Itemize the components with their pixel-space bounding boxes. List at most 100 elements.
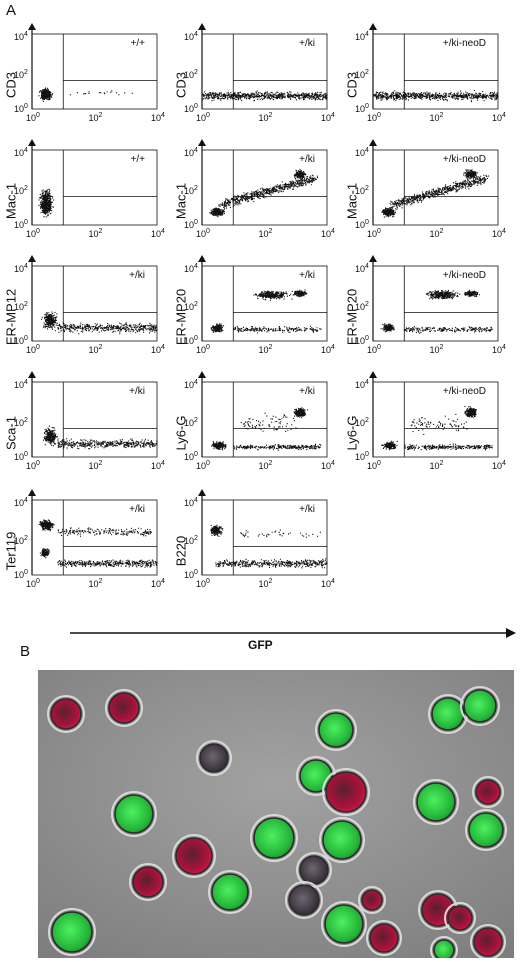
cell-halo xyxy=(444,902,476,934)
facs-plot xyxy=(369,23,499,110)
cell-halo xyxy=(47,695,85,733)
y-tick-label: 104 xyxy=(355,379,369,390)
y-tick-label: 102 xyxy=(184,184,198,196)
facs-plot xyxy=(28,371,158,458)
gfp-positive-cell xyxy=(253,817,295,859)
x-tick-label: 104 xyxy=(151,578,165,589)
cell-halo xyxy=(208,870,252,914)
x-tick-label: 102 xyxy=(88,228,103,239)
dot-cloud xyxy=(38,519,158,568)
micrograph-image xyxy=(38,670,514,958)
plot-frame xyxy=(201,265,328,342)
gfp-positive-cell xyxy=(433,939,455,958)
y-tick-label: 100 xyxy=(355,335,369,346)
x-tick-label: 100 xyxy=(367,344,381,355)
cell-halo xyxy=(172,834,216,878)
dot-cloud xyxy=(211,407,322,451)
x-tick-label: 104 xyxy=(321,344,335,355)
y-tick-label: 102 xyxy=(14,534,28,546)
y-axis-arrowhead xyxy=(198,23,206,30)
genotype-label: +/+ xyxy=(130,154,145,165)
x-tick-label: 102 xyxy=(88,460,103,471)
cell-halo xyxy=(48,908,96,956)
x-tick-label: 100 xyxy=(367,460,381,471)
y-tick-label: 102 xyxy=(184,416,198,428)
cell-halo xyxy=(196,740,232,776)
plot-frame xyxy=(201,33,328,110)
y-tick-label: 102 xyxy=(14,184,28,196)
cell-halo xyxy=(129,863,167,901)
y-tick-label: 104 xyxy=(14,263,28,274)
x-tick-label: 100 xyxy=(26,228,40,239)
y-axis-arrowhead xyxy=(369,371,377,378)
y-tick-label: 102 xyxy=(184,534,198,546)
red-stained-cell xyxy=(361,889,383,911)
x-tick-label: 104 xyxy=(321,112,335,123)
facs-panel-b220-ki: B220 +/ki 104 102 100 100 102 104 xyxy=(172,488,337,604)
cell-halo xyxy=(321,901,367,947)
cell-halo xyxy=(413,779,459,825)
y-tick-label: 102 xyxy=(355,68,369,80)
y-tick-label: 100 xyxy=(14,451,28,462)
x-tick-label: 100 xyxy=(26,112,40,123)
facs-panel-mac1-kineo: Mac-1 +/ki-neoD 104 102 100 100 102 104 xyxy=(343,138,508,254)
event-dots xyxy=(38,87,133,102)
dot-cloud xyxy=(202,90,328,102)
facs-plot xyxy=(28,255,158,342)
y-tick-label: 104 xyxy=(184,31,198,42)
y-tick-label: 100 xyxy=(184,335,198,346)
x-tick-label: 102 xyxy=(429,460,444,471)
cell-halo xyxy=(111,791,157,837)
y-axis-arrowhead xyxy=(28,139,36,146)
genotype-label: +/ki-neoD xyxy=(442,38,486,49)
y-tick-label: 104 xyxy=(355,263,369,274)
dot-cloud xyxy=(41,311,158,335)
red-stained-cell xyxy=(325,771,367,813)
genotype-label: +/ki xyxy=(129,504,145,515)
x-tick-label: 104 xyxy=(151,112,165,123)
x-tick-label: 100 xyxy=(26,344,40,355)
plot-frame xyxy=(201,381,328,458)
dot-cloud xyxy=(373,89,499,103)
x-tick-label: 100 xyxy=(196,112,210,123)
cells-layer xyxy=(47,686,507,958)
x-tick-label: 104 xyxy=(151,228,165,239)
y-tick-label: 100 xyxy=(184,103,198,114)
y-tick-label: 104 xyxy=(184,147,198,158)
gfp-positive-cell xyxy=(51,911,93,953)
cell-halo xyxy=(250,814,298,862)
gfp-positive-cell xyxy=(318,712,354,748)
genotype-label: +/ki xyxy=(129,270,145,281)
y-tick-label: 102 xyxy=(355,300,369,312)
plot-frame xyxy=(372,33,499,110)
red-stained-cell xyxy=(50,698,82,730)
red-stained-cell xyxy=(475,779,501,805)
y-tick-label: 104 xyxy=(355,147,369,158)
y-tick-label: 100 xyxy=(14,569,28,580)
x-tick-label: 102 xyxy=(88,344,103,355)
x-tick-label: 102 xyxy=(429,112,444,123)
y-tick-label: 100 xyxy=(184,569,198,580)
y-axis-arrowhead xyxy=(369,23,377,30)
x-tick-label: 104 xyxy=(492,112,506,123)
x-tick-label: 104 xyxy=(492,344,506,355)
x-tick-label: 102 xyxy=(429,344,444,355)
unstained-cell xyxy=(299,855,329,885)
dot-cloud xyxy=(38,87,133,102)
genotype-label: +/ki xyxy=(299,154,315,165)
plot-frame xyxy=(31,149,158,226)
x-tick-label: 104 xyxy=(151,344,165,355)
facs-panel-sca1-ki: Sca-1 +/ki 104 102 100 100 102 104 xyxy=(2,370,167,486)
event-dots xyxy=(41,311,158,335)
y-tick-label: 104 xyxy=(14,497,28,508)
facs-panel-cd3-kineo: CD3 +/ki-neoD 104 102 100 100 102 104 xyxy=(343,22,508,138)
y-tick-label: 100 xyxy=(355,219,369,230)
x-tick-label: 104 xyxy=(151,460,165,471)
cell-halo xyxy=(430,936,458,958)
y-tick-label: 104 xyxy=(14,147,28,158)
event-dots xyxy=(381,405,493,451)
x-tick-label: 102 xyxy=(258,578,273,589)
unstained-cell xyxy=(288,884,320,916)
y-axis-arrowhead xyxy=(28,489,36,496)
dot-cloud xyxy=(38,188,55,218)
